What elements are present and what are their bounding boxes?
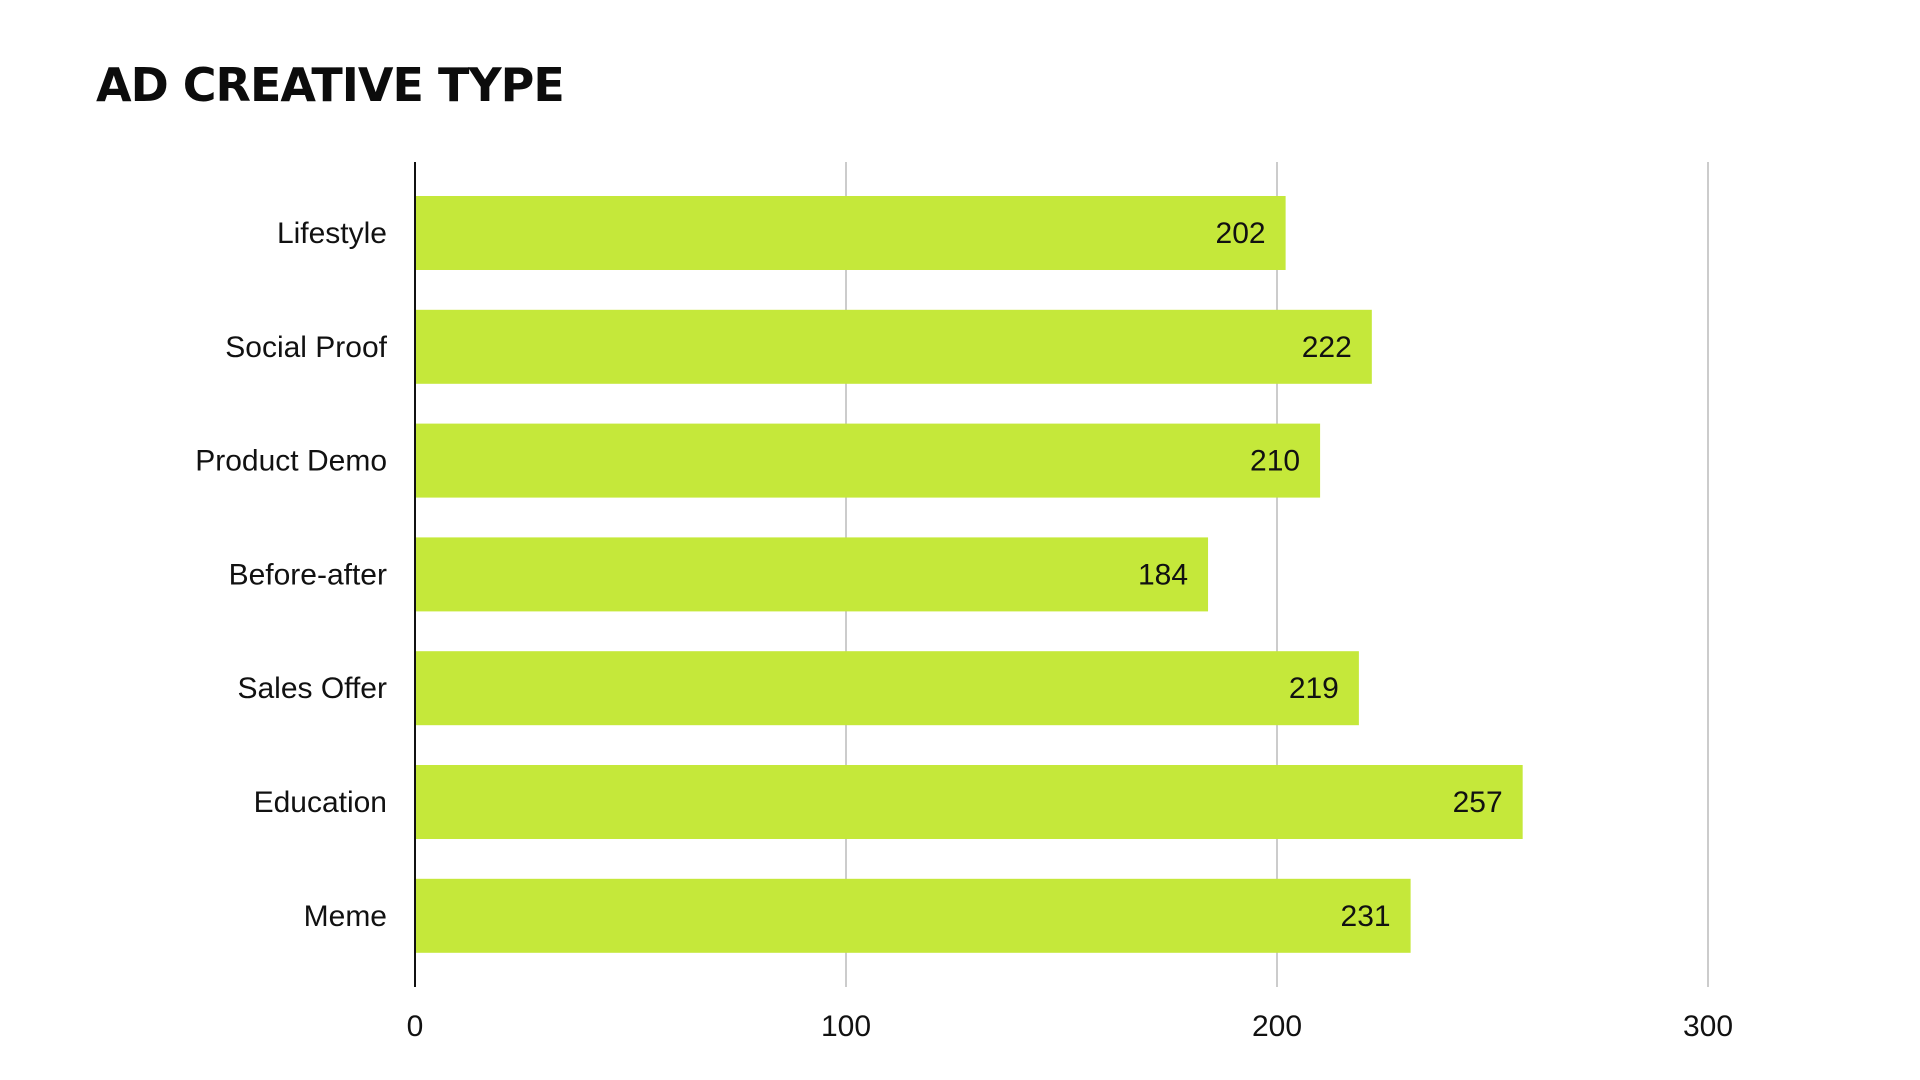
bar-meme: [415, 878, 1411, 953]
bar-sales-offer: [415, 651, 1359, 726]
bar-social-proof: [415, 309, 1372, 384]
bar-value-label: 184: [1138, 558, 1188, 591]
bar-education: [415, 765, 1523, 839]
category-label: Education: [254, 786, 387, 819]
category-label: Product Demo: [195, 445, 387, 478]
category-label: Social Proof: [225, 331, 387, 364]
x-tick-label: 100: [821, 1010, 871, 1043]
bar-value-label: 231: [1341, 900, 1391, 933]
bar-value-label: 219: [1289, 672, 1339, 705]
category-label: Lifestyle: [277, 217, 387, 250]
tick-labels: 0 100 200 300: [407, 1010, 1733, 1043]
bar-value-label: 210: [1250, 445, 1300, 478]
bar-product-demo: [415, 423, 1321, 498]
category-label: Before-after: [229, 558, 387, 591]
bar-value-label: 202: [1216, 217, 1266, 250]
chart-title: AD CREATIVE TYPE: [96, 58, 565, 112]
bar-value-label: 222: [1302, 331, 1352, 364]
bar-before-after: [415, 537, 1209, 612]
x-tick-label: 200: [1252, 1010, 1302, 1043]
x-tick-label: 0: [407, 1010, 424, 1043]
category-label: Sales Offer: [237, 672, 387, 705]
x-tick-label: 300: [1683, 1010, 1733, 1043]
category-label: Meme: [304, 900, 387, 933]
category-labels: Lifestyle Social Proof Product Demo Before-…: [195, 217, 387, 933]
bar-value-labels: 202 222 210 184 219 257 231: [1138, 217, 1503, 933]
bar-lifestyle: [415, 196, 1286, 270]
bars: [415, 196, 1523, 953]
bar-value-label: 257: [1453, 786, 1503, 819]
